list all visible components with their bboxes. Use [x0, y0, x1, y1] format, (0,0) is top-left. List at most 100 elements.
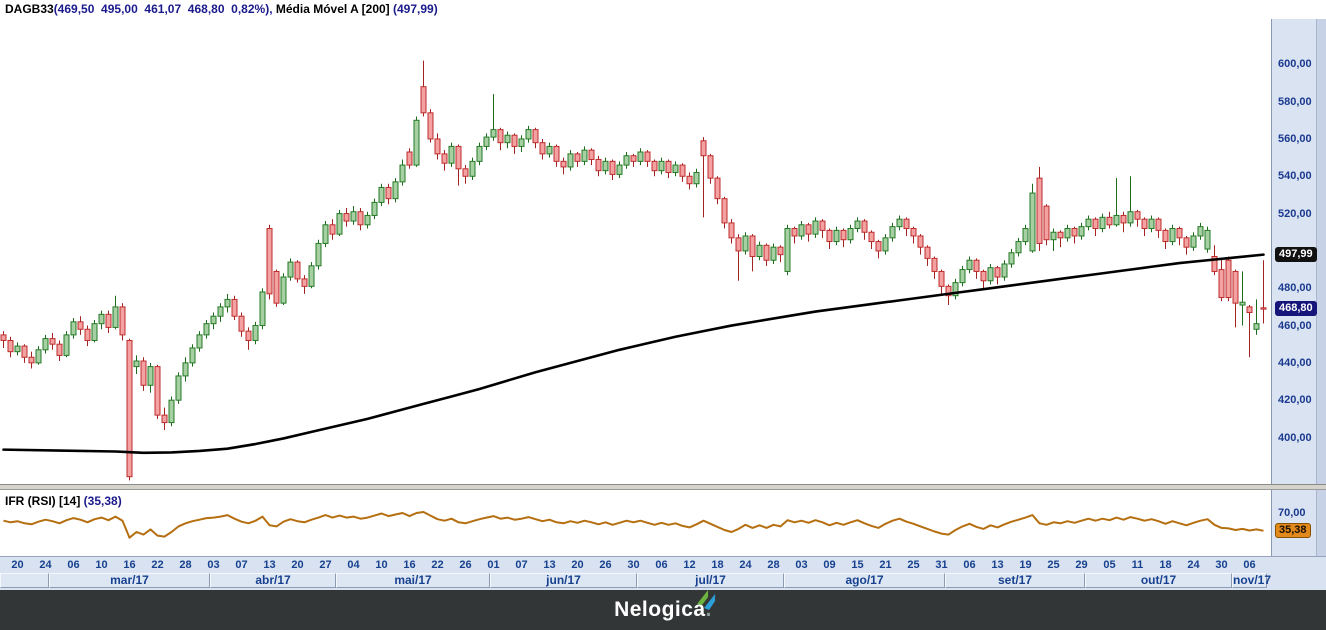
candle — [315, 242, 322, 267]
rsi-axis[interactable]: 70,00 35,38 — [1271, 490, 1326, 556]
month-band-nov[interactable]: nov/17 — [1232, 573, 1272, 588]
candle — [224, 298, 231, 308]
candle — [126, 339, 133, 478]
price-tick-label: 480,00 — [1278, 282, 1312, 295]
price-axis-scroll-strip[interactable] — [1316, 19, 1326, 484]
candle — [931, 257, 938, 272]
month-band-abr[interactable]: abr/17 — [210, 573, 336, 588]
day-tick-label: 26 — [459, 559, 472, 571]
candle — [539, 142, 546, 155]
candle — [238, 315, 245, 332]
rsi-axis-scroll-strip[interactable] — [1316, 490, 1326, 556]
month-band[interactable] — [0, 573, 49, 588]
ma200-line — [2, 253, 1265, 455]
candle — [693, 172, 700, 185]
candle — [147, 366, 154, 386]
candle — [385, 186, 392, 200]
price-chart-canvas[interactable] — [0, 19, 1271, 484]
candle — [518, 138, 525, 147]
month-band-ago[interactable]: ago/17 — [784, 573, 945, 588]
candle — [644, 151, 651, 162]
candle — [434, 138, 441, 155]
pane-splitter[interactable] — [0, 484, 1326, 490]
candle — [924, 246, 931, 259]
month-band-jun[interactable]: jun/17 — [490, 573, 637, 588]
month-band-mai[interactable]: mai/17 — [336, 573, 490, 588]
candle — [413, 119, 420, 166]
candle — [119, 306, 126, 336]
candle — [595, 158, 602, 172]
candle — [665, 160, 672, 174]
candle — [462, 168, 469, 177]
rsi-chart-canvas[interactable] — [0, 490, 1271, 556]
candle — [889, 226, 896, 239]
candle — [1232, 270, 1239, 304]
month-band-out[interactable]: out/17 — [1085, 573, 1232, 588]
candle — [1239, 301, 1246, 306]
month-band-set[interactable]: set/17 — [945, 573, 1085, 588]
rsi-tick-label: 70,00 — [1278, 507, 1306, 519]
day-tick-label: 06 — [1243, 559, 1256, 571]
ma-indicator-value: (497,99) — [393, 2, 438, 16]
rsi-value-badge: 35,38 — [1275, 522, 1311, 538]
candle — [868, 231, 875, 243]
candle — [301, 278, 308, 287]
candle — [133, 360, 140, 368]
price-tick-label: 580,00 — [1278, 95, 1312, 108]
price-tick-label: 600,00 — [1278, 58, 1312, 71]
candle — [581, 149, 588, 162]
candle — [791, 228, 798, 237]
candle — [266, 228, 273, 295]
candle — [714, 177, 721, 200]
candle — [847, 228, 854, 241]
nelogica-logo: Nelogica. — [614, 590, 715, 623]
candle — [1260, 307, 1267, 310]
candle — [917, 235, 924, 248]
candle — [567, 153, 574, 168]
candle — [574, 153, 581, 162]
candle — [903, 218, 910, 230]
day-tick-label: 28 — [767, 559, 780, 571]
candle — [112, 306, 119, 328]
candle — [966, 259, 973, 271]
x-axis-days[interactable]: 20 24 06 10 16 22 28 03 07 13 20 27 04 10 16 22 26 01 07 13… — [0, 556, 1326, 573]
x-axis-months[interactable]: mar/17 abr/17 mai/17 jun/17 jul/17 ago/17 set/… — [0, 573, 1326, 590]
candle — [777, 246, 784, 256]
candle — [455, 145, 462, 170]
candle — [210, 315, 217, 325]
candle — [280, 276, 287, 304]
candle — [175, 375, 182, 401]
candle — [532, 129, 539, 144]
day-tick-label: 22 — [431, 559, 444, 571]
candle — [91, 323, 98, 341]
candle — [1162, 229, 1169, 243]
candle — [623, 155, 630, 166]
candle — [1197, 226, 1204, 237]
candle — [798, 224, 805, 237]
candle — [1253, 323, 1260, 330]
candle — [819, 220, 826, 231]
candle — [1022, 228, 1029, 243]
candle — [630, 155, 637, 162]
day-tick-label: 06 — [963, 559, 976, 571]
candle — [154, 366, 161, 416]
month-band-jul[interactable]: jul/17 — [637, 573, 784, 588]
day-tick-label: 12 — [683, 559, 696, 571]
candle — [1169, 228, 1176, 243]
candle — [686, 175, 693, 185]
candle — [259, 291, 266, 327]
candle — [602, 160, 609, 172]
candle — [546, 145, 553, 155]
month-band-mar[interactable]: mar/17 — [49, 573, 210, 588]
candle — [56, 343, 63, 356]
candle — [182, 362, 189, 377]
rsi-pane: IFR (RSI) [14] (35,38) 70,00 35,38 — [0, 490, 1326, 556]
candle — [980, 270, 987, 282]
candle — [1155, 218, 1162, 231]
candle — [1148, 218, 1155, 230]
day-tick-label: 30 — [627, 559, 640, 571]
candle — [70, 321, 77, 336]
price-axis[interactable]: 600,00 580,00 560,00 540,00 520,00 480,00 460,… — [1271, 19, 1326, 484]
candle — [1225, 259, 1232, 299]
